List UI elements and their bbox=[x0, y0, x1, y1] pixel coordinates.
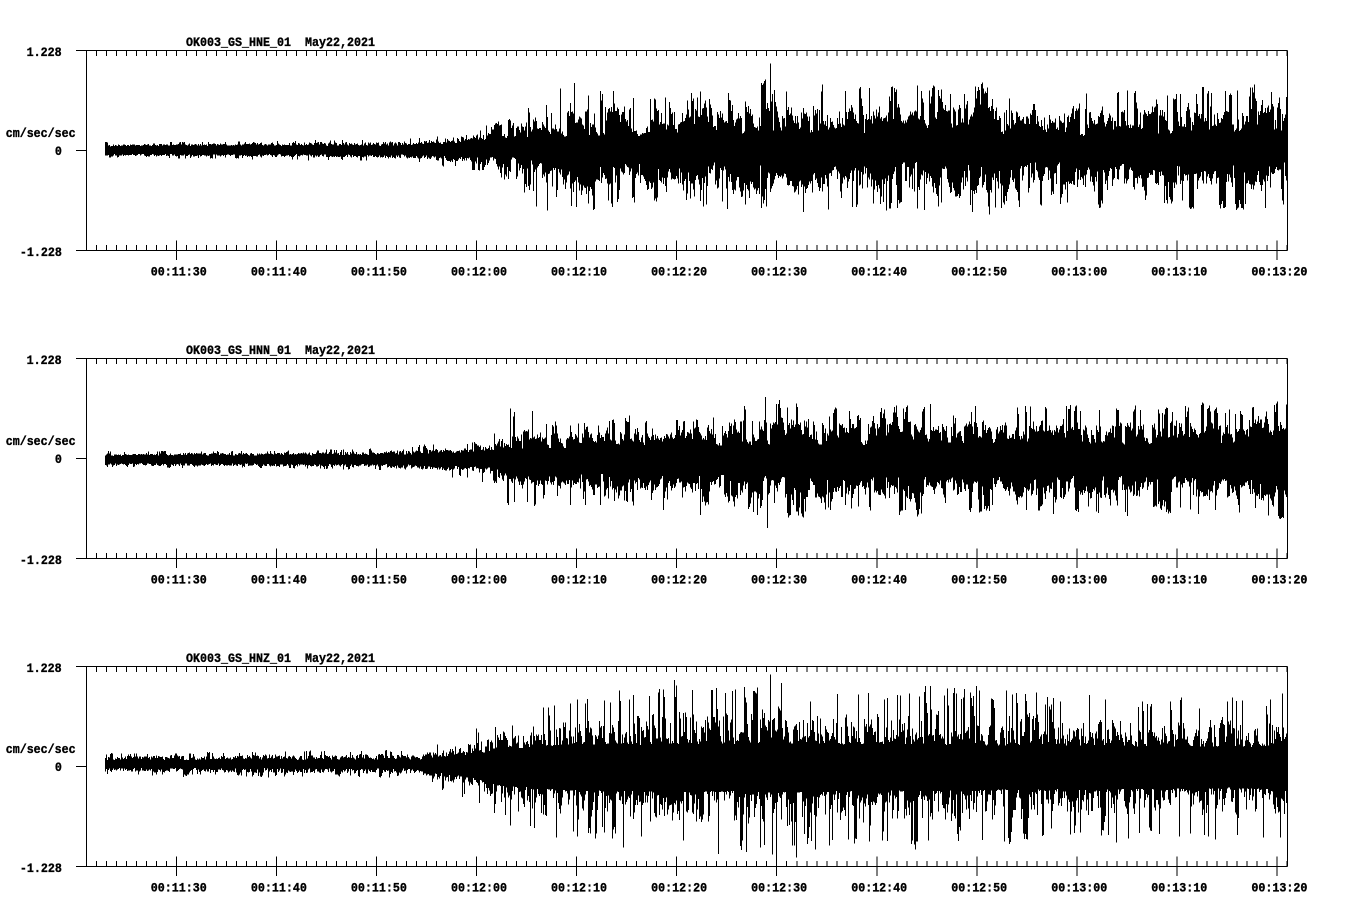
svg-text:00:12:40: 00:12:40 bbox=[851, 265, 907, 280]
svg-text:00:11:50: 00:11:50 bbox=[351, 265, 407, 280]
svg-text:00:12:10: 00:12:10 bbox=[551, 881, 607, 896]
svg-text:00:13:10: 00:13:10 bbox=[1151, 881, 1207, 896]
svg-text:00:13:10: 00:13:10 bbox=[1151, 573, 1207, 588]
svg-text:00:12:20: 00:12:20 bbox=[651, 265, 707, 280]
svg-text:00:12:40: 00:12:40 bbox=[851, 881, 907, 896]
svg-text:00:11:40: 00:11:40 bbox=[251, 265, 307, 280]
svg-text:00:13:20: 00:13:20 bbox=[1251, 265, 1307, 280]
svg-text:cm/sec/sec: cm/sec/sec bbox=[6, 434, 76, 449]
svg-text:-1.228: -1.228 bbox=[20, 861, 62, 876]
svg-text:00:11:30: 00:11:30 bbox=[151, 881, 207, 896]
svg-text:1.228: 1.228 bbox=[27, 661, 62, 676]
svg-text:00:12:30: 00:12:30 bbox=[751, 881, 807, 896]
svg-text:00:12:50: 00:12:50 bbox=[951, 573, 1007, 588]
svg-text:00:12:00: 00:12:00 bbox=[451, 265, 507, 280]
svg-text:cm/sec/sec: cm/sec/sec bbox=[6, 742, 76, 757]
svg-text:0: 0 bbox=[55, 760, 62, 775]
svg-text:00:12:20: 00:12:20 bbox=[651, 881, 707, 896]
svg-text:00:13:00: 00:13:00 bbox=[1051, 265, 1107, 280]
svg-text:00:12:00: 00:12:00 bbox=[451, 573, 507, 588]
svg-text:0: 0 bbox=[55, 452, 62, 467]
svg-text:00:11:30: 00:11:30 bbox=[151, 573, 207, 588]
svg-text:00:11:40: 00:11:40 bbox=[251, 881, 307, 896]
svg-text:00:11:50: 00:11:50 bbox=[351, 573, 407, 588]
svg-text:0: 0 bbox=[55, 144, 62, 159]
svg-text:00:12:50: 00:12:50 bbox=[951, 881, 1007, 896]
svg-text:00:12:20: 00:12:20 bbox=[651, 573, 707, 588]
svg-text:00:13:20: 00:13:20 bbox=[1251, 881, 1307, 896]
svg-text:00:13:20: 00:13:20 bbox=[1251, 573, 1307, 588]
svg-text:00:13:00: 00:13:00 bbox=[1051, 881, 1107, 896]
svg-text:1.228: 1.228 bbox=[27, 45, 62, 60]
svg-text:00:12:10: 00:12:10 bbox=[551, 573, 607, 588]
svg-text:00:12:40: 00:12:40 bbox=[851, 573, 907, 588]
svg-text:00:12:10: 00:12:10 bbox=[551, 265, 607, 280]
svg-text:-1.228: -1.228 bbox=[20, 553, 62, 568]
svg-text:1.228: 1.228 bbox=[27, 353, 62, 368]
svg-text:00:11:30: 00:11:30 bbox=[151, 265, 207, 280]
svg-text:00:12:50: 00:12:50 bbox=[951, 265, 1007, 280]
svg-text:OK003_GS_HNZ_01 May22,2021: OK003_GS_HNZ_01 May22,2021 bbox=[186, 651, 375, 666]
svg-text:00:13:00: 00:13:00 bbox=[1051, 573, 1107, 588]
svg-text:OK003_GS_HNN_01 May22,2021: OK003_GS_HNN_01 May22,2021 bbox=[186, 343, 375, 358]
svg-text:00:11:40: 00:11:40 bbox=[251, 573, 307, 588]
svg-text:00:11:50: 00:11:50 bbox=[351, 881, 407, 896]
svg-text:00:12:30: 00:12:30 bbox=[751, 573, 807, 588]
svg-text:00:12:30: 00:12:30 bbox=[751, 265, 807, 280]
svg-text:00:13:10: 00:13:10 bbox=[1151, 265, 1207, 280]
svg-text:-1.228: -1.228 bbox=[20, 245, 62, 260]
svg-text:00:12:00: 00:12:00 bbox=[451, 881, 507, 896]
svg-text:cm/sec/sec: cm/sec/sec bbox=[6, 126, 76, 141]
svg-text:OK003_GS_HNE_01 May22,2021: OK003_GS_HNE_01 May22,2021 bbox=[186, 35, 375, 50]
